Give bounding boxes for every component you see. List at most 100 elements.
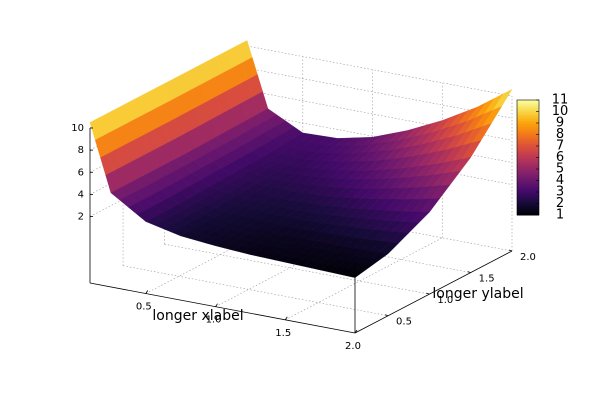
colorbar-cell: [517, 109, 539, 112]
colorbar-tick-label: 5: [556, 162, 564, 177]
x-tick-label: 1.0: [206, 315, 222, 326]
grid-line: [246, 134, 513, 185]
z-tick-label: 10: [71, 123, 84, 134]
colorbar-cell: [517, 190, 539, 193]
colorbar-cell: [517, 197, 539, 201]
x-tick: [354, 329, 358, 334]
colorbar-cell: [517, 136, 539, 139]
colorbar-cell: [517, 151, 539, 155]
colorbar-cell: [517, 169, 539, 172]
y-tick-label: 1.0: [437, 295, 453, 306]
colorbar-cell: [517, 140, 539, 143]
colorbar-cell: [517, 209, 539, 212]
colorbar-tick-label: 8: [556, 127, 564, 142]
colorbar-cell: [517, 142, 539, 145]
colorbar-cell: [517, 157, 539, 160]
colorbar-cell: [517, 205, 539, 208]
grid-line: [285, 237, 443, 321]
colorbar-cell: [517, 100, 539, 103]
colorbar-cell: [517, 155, 539, 158]
colorbar-cell: [517, 138, 539, 141]
colorbar-tick-label: 2: [556, 196, 564, 211]
colorbar-cell: [517, 203, 539, 206]
colorbar-cell: [517, 193, 539, 197]
colorbar-cell: [517, 128, 539, 132]
colorbar-cell: [517, 132, 539, 135]
colorbar-cell: [517, 176, 539, 180]
colorbar-cell: [517, 111, 539, 114]
colorbar-cell: [517, 186, 539, 189]
y-tick-label: 1.5: [479, 274, 495, 285]
colorbar-cell: [517, 211, 539, 214]
colorbar-cell: [517, 172, 539, 176]
colorbar-cell: [517, 107, 539, 111]
colorbar-cell: [517, 134, 539, 137]
colorbar-cell: [517, 123, 539, 126]
colorbar-cell: [517, 207, 539, 210]
colorbar-cell: [517, 146, 539, 149]
colorbar-cell: [517, 170, 539, 174]
colorbar-cell: [517, 119, 539, 122]
z-tick-label: 4: [78, 189, 84, 200]
colorbar-cell: [517, 130, 539, 134]
x-tick-label: 0.5: [136, 302, 152, 313]
y-tick: [508, 249, 513, 252]
colorbar-cell: [517, 174, 539, 178]
x-axis: [89, 282, 356, 334]
colorbar-tick-label: 10: [552, 104, 569, 119]
colorbar-cell: [517, 101, 539, 105]
colorbar-tick-label: 1: [556, 208, 564, 223]
colorbar-cell: [517, 103, 539, 107]
surface: [89, 40, 513, 278]
colorbar-cell: [517, 213, 539, 216]
y-axis-label: longer ylabel: [432, 286, 523, 302]
colorbar-cell: [517, 180, 539, 183]
z-tick-label: 2: [78, 212, 84, 223]
y-axis: [354, 250, 513, 334]
grid-line: [246, 45, 513, 97]
colorbar-cell: [517, 163, 539, 166]
y-tick: [426, 292, 430, 295]
x-axis-label: longer xlabel: [152, 308, 243, 324]
colorbar-tick-label: 6: [556, 150, 564, 165]
z-tick-label: 8: [78, 145, 84, 156]
colorbar-cell: [517, 159, 539, 162]
grid-line: [205, 222, 471, 273]
colorbar-cell: [517, 178, 539, 181]
colorbar-tick-label: 4: [556, 173, 564, 188]
colorbar-tick-label: 3: [556, 185, 564, 200]
colorbar-cell: [517, 113, 539, 116]
y-tick: [467, 271, 471, 273]
x-tick: [215, 303, 218, 307]
colorbar-cell: [517, 115, 539, 118]
colorbar-cell: [517, 184, 539, 187]
y-tick-label: 0.5: [396, 317, 412, 328]
x-tick-label: 2.0: [345, 341, 361, 352]
colorbar-cell: [517, 165, 539, 168]
colorbar-cell: [517, 192, 539, 195]
colorbar-cell: [517, 149, 539, 153]
x-tick: [284, 316, 288, 321]
colorbar-cell: [517, 188, 539, 191]
colorbar-cell: [517, 199, 539, 203]
colorbar-cell: [517, 195, 539, 199]
colorbar-cell: [517, 124, 539, 128]
y-tick: [384, 314, 389, 317]
colorbar-cell: [517, 167, 539, 170]
x-tick-label: 1.5: [275, 328, 291, 339]
grid-line: [246, 67, 513, 119]
x-tick: [145, 290, 149, 294]
colorbar-cell: [517, 201, 539, 204]
colorbar-cell: [517, 144, 539, 147]
colorbar-cell: [517, 126, 539, 130]
grid-line: [122, 265, 389, 317]
colorbar-cell: [517, 182, 539, 185]
colorbar-cell: [517, 117, 539, 120]
grid-line: [164, 243, 430, 295]
colorbar-cell: [517, 147, 539, 151]
colorbar-cell: [517, 161, 539, 164]
colorbar-tick-label: 7: [556, 139, 564, 154]
colorbar-cell: [517, 153, 539, 157]
